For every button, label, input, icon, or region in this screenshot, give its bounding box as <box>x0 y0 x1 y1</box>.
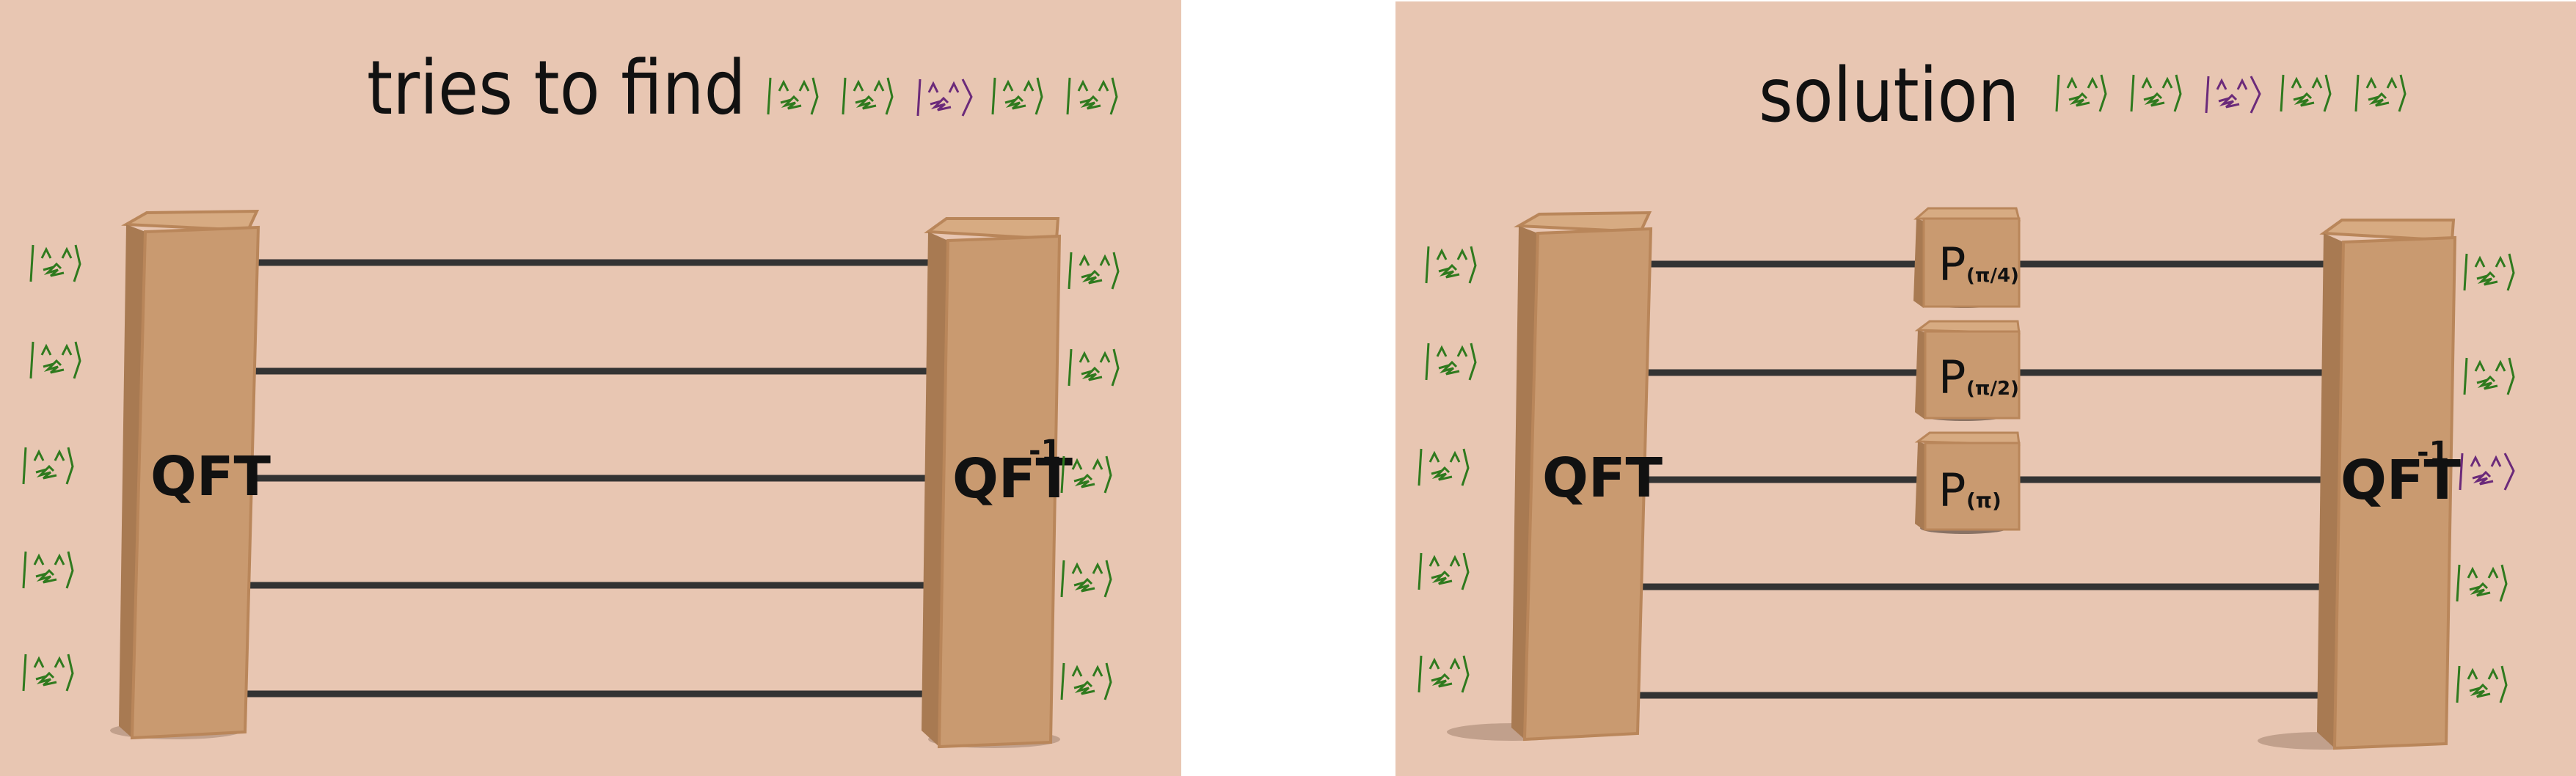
phase-gate-label: P <box>1938 464 1966 517</box>
panel-title: tries to find <box>367 45 746 132</box>
cat-face-ket-icon <box>1417 552 1470 591</box>
panel-title: solution <box>1759 52 2020 139</box>
iqft-box <box>922 217 1062 749</box>
cat-face-ket-icon <box>2456 563 2508 603</box>
iqft-label: QFT <box>2340 449 2461 512</box>
phase-gate-3: P (π) <box>1914 431 2021 534</box>
iqft-superscript: -1 <box>2417 436 2449 469</box>
phase-gate-2: P (π/2) <box>1914 320 2021 421</box>
cat-face-ket-icon <box>1068 348 1120 387</box>
cat-face-ket-icon <box>1060 559 1112 599</box>
cat-face-ket-icon <box>29 244 81 283</box>
cat-face-ket-icon <box>1417 654 1470 694</box>
cat-face-ket-icon <box>29 340 81 380</box>
cat-face-ket-icon <box>2280 73 2332 113</box>
cat-face-ket-icon <box>1068 251 1120 290</box>
qft-label: QFT <box>150 445 271 508</box>
iqft-superscript: -1 <box>1029 434 1061 468</box>
phase-gate-arg: (π/2) <box>1966 378 2019 400</box>
left-circuit: QFT QFT -1 <box>22 76 1120 749</box>
target-state-kets <box>767 76 1118 117</box>
phase-gate-1: P (π/4) <box>1913 207 2021 308</box>
iqft-label: QFT <box>952 447 1073 510</box>
cat-face-ket-icon <box>2463 356 2515 396</box>
iqft-box <box>2258 219 2457 750</box>
cat-face-ket-icon <box>1425 245 1477 285</box>
qft-box <box>1447 211 1653 742</box>
phase-gate-label: P <box>1938 238 1966 291</box>
cat-face-ket-icon <box>2354 73 2407 113</box>
cat-face-ket-icon <box>767 76 819 116</box>
cat-face-ket-icon <box>2205 75 2261 114</box>
left-panel: tries to find <box>0 0 1181 776</box>
cat-face-ket-icon <box>22 446 74 486</box>
cat-face-ket-icon <box>1417 447 1470 487</box>
cat-face-ket-icon <box>916 78 973 117</box>
cat-face-ket-icon <box>2459 452 2515 491</box>
cat-face-ket-icon <box>22 550 74 590</box>
cat-face-ket-icon <box>2130 73 2182 113</box>
output-kets <box>2456 252 2515 704</box>
cat-face-ket-icon <box>1425 342 1477 381</box>
qft-box <box>110 209 260 740</box>
input-kets <box>1417 245 1477 694</box>
cat-face-ket-icon <box>1066 76 1118 116</box>
phase-gate-arg: (π/4) <box>1966 265 2019 287</box>
cat-face-ket-icon <box>2055 73 2107 113</box>
cat-face-ket-icon <box>1060 662 1112 701</box>
qft-label: QFT <box>1542 447 1663 510</box>
target-state-kets <box>2055 73 2407 114</box>
phase-gate-label: P <box>1938 351 1966 404</box>
phase-gate-arg: (π) <box>1966 488 2002 513</box>
cat-face-ket-icon <box>2456 665 2508 704</box>
right-circuit: QFT P (π/4) P (π/2) P (π) <box>1417 73 2515 750</box>
qubit-wires <box>242 259 932 698</box>
cat-face-ket-icon <box>22 653 74 692</box>
cat-face-ket-icon <box>2463 252 2515 292</box>
cat-face-ket-icon <box>842 76 894 116</box>
right-panel: solution <box>1395 1 2576 776</box>
input-kets <box>22 244 81 692</box>
cat-face-ket-icon <box>991 76 1043 116</box>
